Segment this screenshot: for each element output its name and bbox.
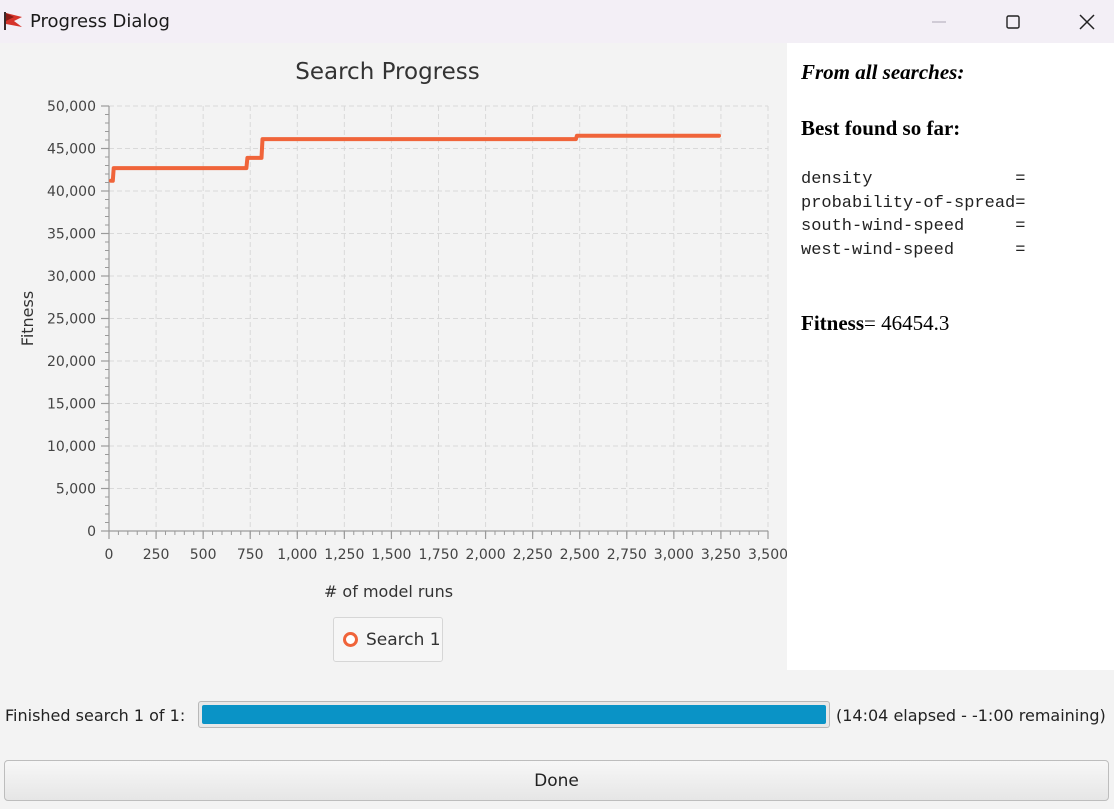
fitness-value: = 46454.3 [864, 311, 950, 335]
legend-marker-search-1 [343, 632, 358, 647]
maximize-icon [1006, 14, 1020, 29]
minimize-button[interactable] [916, 0, 962, 43]
param-south-wind-speed: south-wind-speed = [801, 217, 1026, 236]
legend-label-search-1: Search 1 [366, 629, 441, 650]
best-result-panel: From all searches: Best found so far: de… [787, 43, 1114, 670]
y-tick-label: 10,000 [47, 439, 96, 455]
param-west-wind-speed: west-wind-speed = [801, 240, 1026, 260]
progress-bar-fill [202, 705, 826, 724]
chart-legend: Search 1 [333, 617, 443, 662]
y-tick-label: 20,000 [47, 354, 96, 370]
chart-area: Search Progress 0 250 500 750 1,000 1,250 1,50… [0, 43, 787, 670]
y-tick-label: 0 [87, 524, 96, 540]
x-tick-label: 500 [190, 547, 217, 563]
status-label: Finished search 1 of 1: [5, 706, 186, 725]
y-tick-label: 45,000 [47, 142, 96, 158]
param-probability-of-spread: probability-of-spread= [801, 193, 1026, 213]
y-tick-label: 30,000 [47, 269, 96, 285]
maximize-button[interactable] [990, 0, 1036, 43]
x-tick-label: 1,000 [277, 547, 317, 563]
x-tick-label: 1,750 [418, 547, 458, 563]
x-tick-label: 3,250 [701, 547, 741, 563]
search-progress-chart: 0 250 500 750 1,000 1,250 1,500 1,750 2,000 2,250… [18, 99, 787, 601]
x-tick-label: 1,500 [371, 547, 411, 563]
y-tick-label: 35,000 [47, 227, 96, 243]
progress-bar [198, 701, 830, 728]
x-tick-label: 750 [237, 547, 264, 563]
best-found-heading: Best found so far: [801, 116, 961, 140]
x-tick-label: 0 [105, 547, 114, 563]
y-tick-label: 15,000 [47, 397, 96, 413]
fitness-result: Fitness= 46454.3 [801, 311, 949, 336]
elapsed-time-text: (14:04 elapsed - -1:00 remaining) [836, 706, 1106, 725]
parameter-list: density = probability-of-spread= south-w… [801, 168, 1025, 262]
close-icon [1079, 13, 1095, 30]
status-row: Finished search 1 of 1: (14:04 elapsed -… [0, 697, 1114, 733]
fitness-label: Fitness [801, 311, 864, 335]
y-tick-label: 50,000 [47, 99, 96, 115]
y-tick-label: 5,000 [56, 482, 96, 498]
x-tick-label: 3,000 [654, 547, 694, 563]
done-button[interactable]: Done [4, 760, 1109, 801]
y-tick-label: 40,000 [47, 184, 96, 200]
y-axis-label: Fitness [18, 291, 37, 346]
chart-title: Search Progress [295, 59, 480, 85]
close-button[interactable] [1064, 0, 1110, 43]
x-axis-label: # of model runs [324, 582, 453, 601]
app-flag-icon [4, 12, 22, 30]
x-tick-label: 2,250 [513, 547, 553, 563]
series-line-search-1 [108, 133, 721, 183]
window-title: Progress Dialog [30, 11, 170, 32]
x-tick-label: 2,000 [466, 547, 506, 563]
param-density: density = [801, 170, 1026, 189]
x-tick-label: 1,250 [324, 547, 364, 563]
x-tick-label: 3,500 [748, 547, 787, 563]
title-bar: Progress Dialog [0, 0, 1114, 43]
all-searches-heading: From all searches: [801, 60, 965, 84]
y-tick-label: 25,000 [47, 312, 96, 328]
x-tick-label: 250 [143, 547, 170, 563]
minimize-icon [932, 20, 946, 23]
x-tick-label: 2,750 [607, 547, 647, 563]
x-tick-label: 2,500 [560, 547, 600, 563]
